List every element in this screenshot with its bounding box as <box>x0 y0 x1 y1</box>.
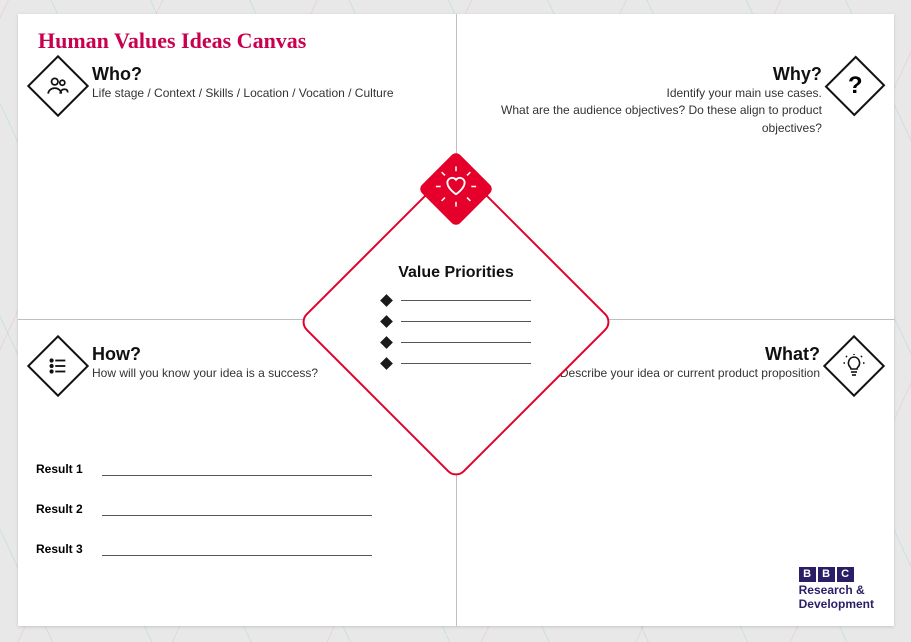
result-label: Result 3 <box>36 542 90 556</box>
priority-input-line[interactable] <box>401 300 531 301</box>
brand-line-1: Research & <box>799 584 874 598</box>
bbc-block: C <box>837 567 854 582</box>
who-subtitle: Life stage / Context / Skills / Location… <box>92 85 394 102</box>
brand-line-2: Development <box>799 598 874 612</box>
result-input-line[interactable] <box>102 515 372 516</box>
what-subtitle: Describe your idea or current product pr… <box>560 365 820 382</box>
diamond-bullet-icon <box>380 294 393 307</box>
center-content: Value Priorities <box>326 264 586 380</box>
result-label: Result 1 <box>36 462 90 476</box>
result-row: Result 3 <box>36 542 456 556</box>
quadrant-who: Who? Life stage / Context / Skills / Loc… <box>36 64 456 108</box>
why-subtitle-1: Identify your main use cases. <box>456 85 822 102</box>
priority-slot <box>326 317 586 326</box>
bbc-block: B <box>799 567 816 582</box>
list-icon <box>27 335 89 397</box>
canvas-card: Human Values Ideas Canvas Who? Life stag… <box>18 14 894 626</box>
footer-brand: B B C Research & Development <box>799 567 874 612</box>
result-input-line[interactable] <box>102 475 372 476</box>
priority-input-line[interactable] <box>401 321 531 322</box>
diamond-bullet-icon <box>380 357 393 370</box>
priority-slot <box>326 338 586 347</box>
priority-input-line[interactable] <box>401 363 531 364</box>
heart-icon <box>433 164 479 215</box>
result-label: Result 2 <box>36 502 90 516</box>
priority-slot <box>326 359 586 368</box>
result-input-line[interactable] <box>102 555 372 556</box>
lightbulb-icon <box>823 335 885 397</box>
people-icon <box>27 55 89 117</box>
why-subtitle-2: What are the audience objectives? Do the… <box>456 102 822 137</box>
diamond-bullet-icon <box>380 336 393 349</box>
priority-slot <box>326 296 586 305</box>
question-icon: ? <box>825 56 886 117</box>
result-row: Result 1 <box>36 462 456 476</box>
how-subtitle: How will you know your idea is a success… <box>92 365 318 382</box>
result-row: Result 2 <box>36 502 456 516</box>
who-title: Who? <box>92 64 394 85</box>
value-priorities-heading: Value Priorities <box>326 264 586 282</box>
priority-input-line[interactable] <box>401 342 531 343</box>
quadrant-why: ? Why? Identify your main use cases. Wha… <box>456 64 876 137</box>
how-title: How? <box>92 344 318 365</box>
why-title: Why? <box>456 64 822 85</box>
page-title: Human Values Ideas Canvas <box>38 28 306 54</box>
what-title: What? <box>560 344 820 365</box>
bbc-logo: B B C <box>799 567 874 582</box>
diamond-bullet-icon <box>380 315 393 328</box>
bbc-block: B <box>818 567 835 582</box>
